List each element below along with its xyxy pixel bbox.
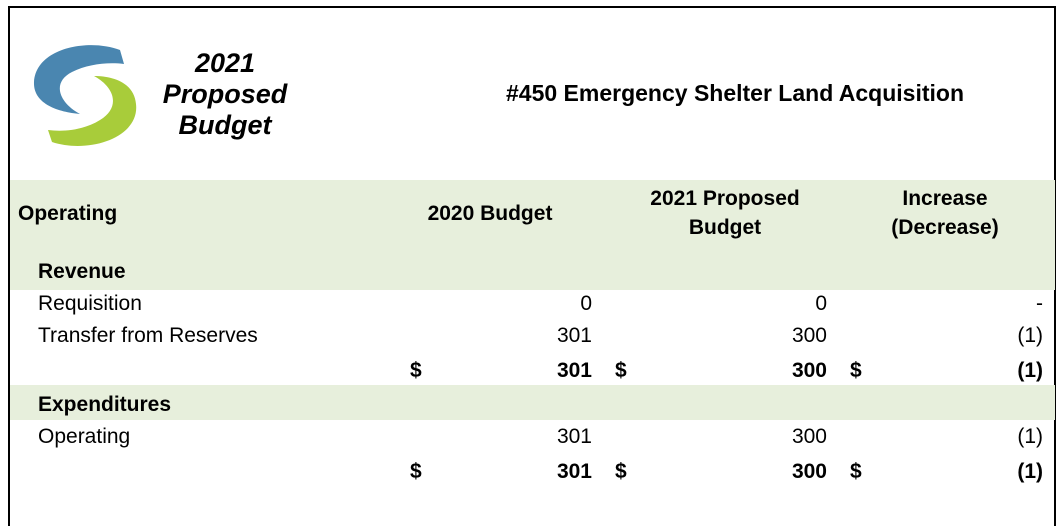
value-cell: 300: [791, 460, 827, 483]
currency: $: [410, 359, 422, 382]
section-name: Revenue: [38, 260, 126, 283]
value-cell: 301: [556, 460, 592, 483]
value-cell: 300: [791, 425, 827, 448]
title: #450 Emergency Shelter Land Acquisition: [505, 80, 964, 106]
currency: $: [850, 359, 862, 382]
value-cell: (1): [1017, 324, 1043, 347]
column-header: 2021 Proposed Budget: [650, 187, 800, 239]
page: 2021 Proposed Budget #450 Emergency Shel…: [8, 6, 1056, 526]
row-label: Transfer from Reserves: [38, 324, 258, 347]
value-cell: 301: [556, 425, 592, 448]
currency: $: [615, 359, 627, 382]
value-cell: (1): [1017, 460, 1043, 483]
value-cell: (1): [1017, 425, 1043, 448]
value-cell: 0: [815, 292, 827, 315]
logo-line: 2021: [194, 48, 256, 78]
value-cell: 300: [791, 324, 827, 347]
frame: [8, 6, 1056, 526]
column-header: Increase (Decrease): [891, 187, 999, 239]
logo-line: Budget: [178, 110, 272, 140]
column-header: 2020 Budget: [427, 202, 553, 225]
row-label: Requisition: [38, 292, 142, 315]
row-label: Operating: [38, 425, 131, 448]
logo-text: 2021 Proposed Budget: [140, 48, 310, 141]
section-name: Expenditures: [38, 393, 172, 416]
header-band: [10, 180, 1055, 290]
value-cell: -: [1036, 292, 1043, 315]
value-cell: 300: [791, 359, 827, 382]
value-cell: (1): [1017, 359, 1043, 382]
section-band: [10, 385, 1055, 420]
value-cell: 301: [556, 359, 592, 382]
logo-line: Proposed: [162, 79, 288, 109]
value-cell: 301: [556, 324, 592, 347]
column-header: Operating: [18, 202, 118, 225]
currency: $: [850, 460, 862, 483]
currency: $: [410, 460, 422, 483]
value-cell: 0: [580, 292, 592, 315]
logo-mark: [33, 45, 137, 146]
currency: $: [615, 460, 627, 483]
